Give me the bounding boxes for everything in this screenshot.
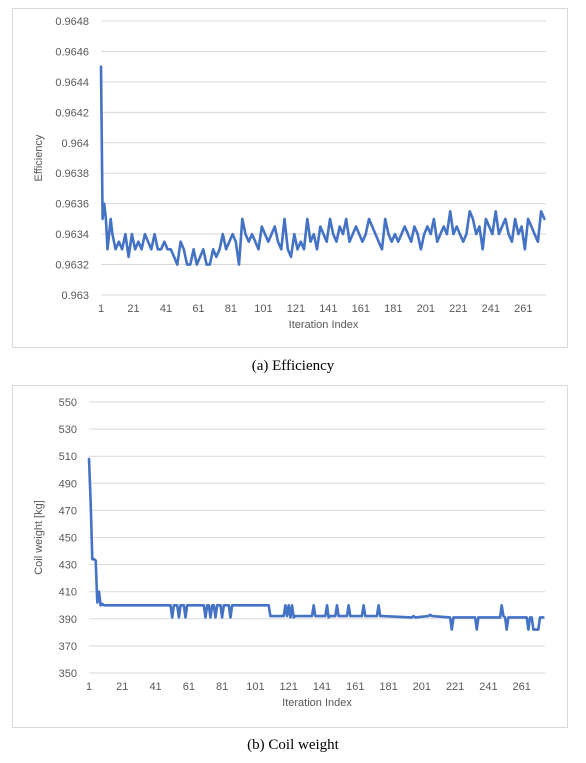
x-tick-label: 121 (280, 681, 298, 693)
x-tick-label: 81 (225, 303, 237, 315)
x-tick-label: 141 (319, 303, 337, 315)
y-tick-label: 0.9632 (55, 260, 89, 272)
efficiency-chart: 0.963 0.9632 0.9634 0.9636 0.9638 0.964 0.9642… (33, 16, 546, 331)
x-tick-label: 181 (379, 681, 397, 693)
x-tick-label: 261 (513, 681, 531, 693)
x-tick-label: 141 (313, 681, 331, 693)
y-tick-label: 390 (59, 614, 77, 626)
y-tick-label: 490 (59, 478, 77, 490)
x-tick-label: 101 (254, 303, 272, 315)
y-tick-label: 510 (59, 451, 77, 463)
y-tick-label: 470 (59, 505, 77, 517)
x-tick-label: 241 (482, 303, 500, 315)
y-tick-label: 0.9646 (55, 46, 89, 58)
x-tick-label: 21 (116, 681, 128, 693)
x-tick-label: 41 (160, 303, 172, 315)
x-tick-label: 1 (98, 303, 104, 315)
y-tick-label: 0.9638 (55, 168, 89, 180)
x-tick-label: 61 (192, 303, 204, 315)
x-tick-label: 221 (446, 681, 464, 693)
y-tick-label: 0.9642 (55, 107, 89, 119)
x-axis-title: Iteration Index (289, 319, 359, 331)
series-line (99, 65, 546, 266)
x-tick-label: 201 (413, 681, 431, 693)
x-tick-label: 101 (246, 681, 264, 693)
x-tick-label: 181 (384, 303, 402, 315)
efficiency-chart-panel: 0.963 0.9632 0.9634 0.9636 0.9638 0.964 0.9642… (12, 8, 568, 348)
y-tick-label: 0.963 (61, 290, 89, 302)
y-tick-label: 350 (59, 668, 77, 680)
y-tick-label: 430 (59, 560, 77, 572)
caption-coil-weight: (b) Coil weight (247, 737, 339, 753)
x-tick-label: 161 (346, 681, 364, 693)
y-tick-label: 0.9648 (55, 16, 89, 28)
caption-efficiency: (a) Efficiency (251, 358, 335, 374)
y-axis-title: Coil weight [kg] (33, 500, 45, 575)
y-tick-label: 530 (59, 424, 77, 436)
x-tick-label: 201 (417, 303, 435, 315)
x-tick-label: 261 (514, 303, 532, 315)
x-tick-label: 121 (287, 303, 305, 315)
x-tick-label: 41 (149, 681, 161, 693)
y-tick-label: 370 (59, 641, 77, 653)
x-tick-label: 81 (216, 681, 228, 693)
y-tick-label: 550 (59, 397, 77, 409)
x-tick-label: 61 (183, 681, 195, 693)
x-tick-label: 1 (86, 681, 92, 693)
series-line (87, 457, 545, 631)
y-tick-label: 450 (59, 533, 77, 545)
y-tick-label: 0.9634 (55, 229, 89, 241)
x-tick-label: 241 (479, 681, 497, 693)
x-axis-title: Iteration Index (282, 697, 352, 709)
x-tick-label: 161 (352, 303, 370, 315)
y-axis-title: Efficiency (33, 134, 45, 181)
y-tick-label: 410 (59, 587, 77, 599)
coil-weight-chart-panel: 350 370 390 410 430 450 470 490 510 530 550 1 21 41 61… (12, 385, 568, 728)
y-tick-label: 0.9644 (55, 77, 89, 89)
y-tick-label: 0.964 (61, 138, 89, 150)
y-tick-label: 0.9636 (55, 199, 89, 211)
x-tick-label: 21 (127, 303, 139, 315)
x-tick-label: 221 (449, 303, 467, 315)
